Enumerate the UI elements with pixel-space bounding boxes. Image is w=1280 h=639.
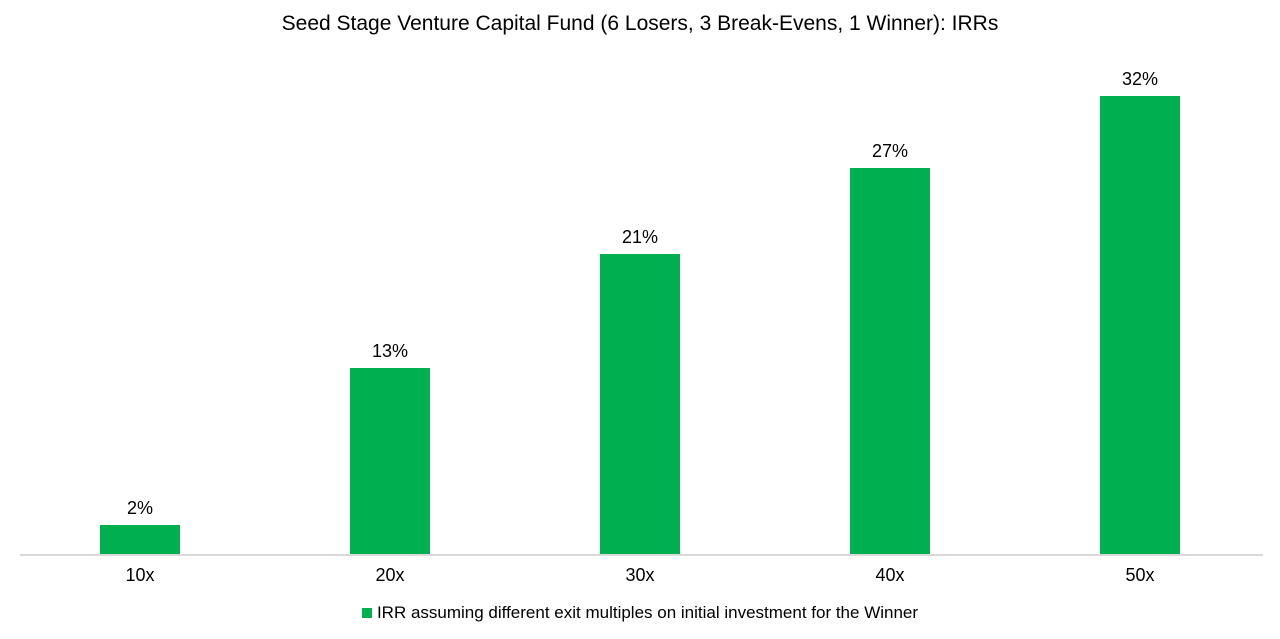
legend: IRR assuming different exit multiples on…: [0, 603, 1280, 623]
data-label-30x: 21%: [621, 227, 659, 247]
x-tick-label-40x: 40x: [875, 565, 905, 585]
bar-40x: [850, 168, 930, 554]
legend-swatch-icon: [361, 608, 372, 618]
x-axis-line: [20, 554, 1263, 556]
x-tick-label-20x: 20x: [375, 565, 405, 585]
bar-10x: [100, 525, 180, 554]
data-label-50x: 32%: [1121, 69, 1159, 89]
bar-20x: [350, 368, 430, 554]
bar-30x: [600, 254, 680, 554]
legend-label: IRR assuming different exit multiples on…: [376, 603, 919, 622]
x-tick-label-10x: 10x: [125, 565, 155, 585]
data-label-20x: 13%: [371, 341, 409, 361]
bar-50x: [1100, 96, 1180, 554]
x-tick-label-30x: 30x: [625, 565, 655, 585]
data-label-10x: 2%: [126, 498, 153, 518]
x-tick-label-50x: 50x: [1125, 565, 1155, 585]
data-label-40x: 27%: [871, 141, 909, 161]
chart-title: Seed Stage Venture Capital Fund (6 Loser…: [281, 12, 999, 35]
